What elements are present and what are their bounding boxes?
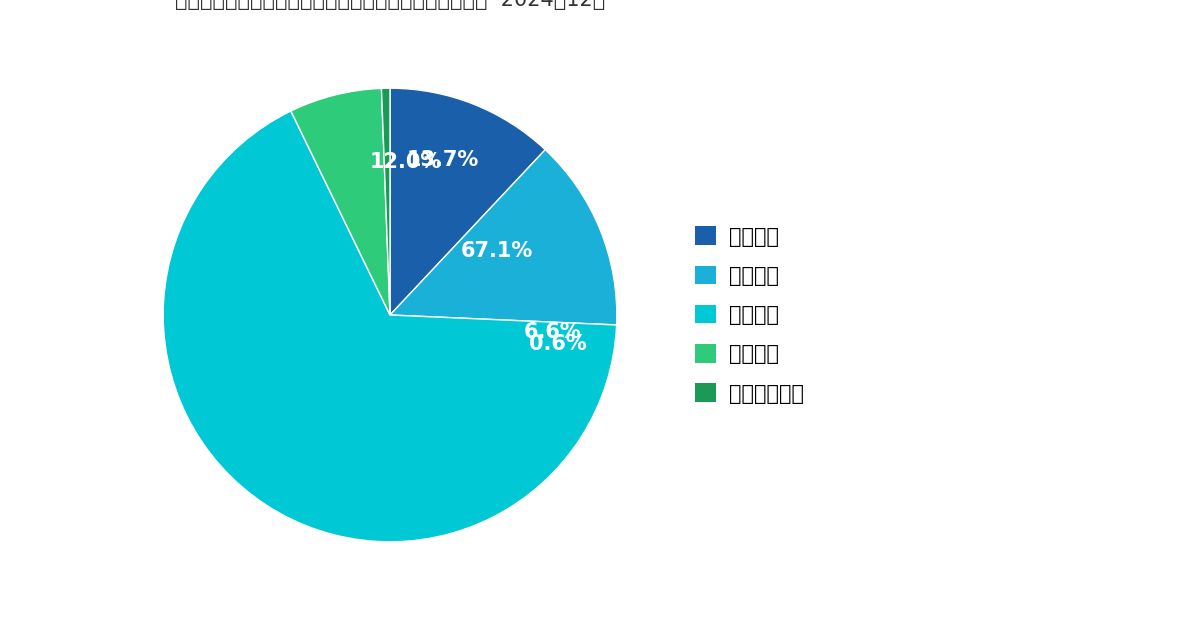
Legend: 現金比率, 保険比率, 株式比率, 債券比率, 暗号資産比率: 現金比率, 保険比率, 株式比率, 債券比率, 暗号資産比率 xyxy=(695,226,804,404)
Text: 13.7%: 13.7% xyxy=(407,151,479,171)
Title: ごつこさん一家のアセットアロケーション（資産配分）  2024年12月: ごつこさん一家のアセットアロケーション（資産配分） 2024年12月 xyxy=(175,0,605,11)
Wedge shape xyxy=(382,88,390,315)
Text: 12.0%: 12.0% xyxy=(370,152,443,171)
Wedge shape xyxy=(290,88,390,315)
Wedge shape xyxy=(390,150,617,325)
Wedge shape xyxy=(390,88,545,315)
Text: 6.6%: 6.6% xyxy=(523,323,581,342)
Text: 67.1%: 67.1% xyxy=(461,241,533,261)
Text: 0.6%: 0.6% xyxy=(529,334,587,353)
Wedge shape xyxy=(163,111,617,542)
